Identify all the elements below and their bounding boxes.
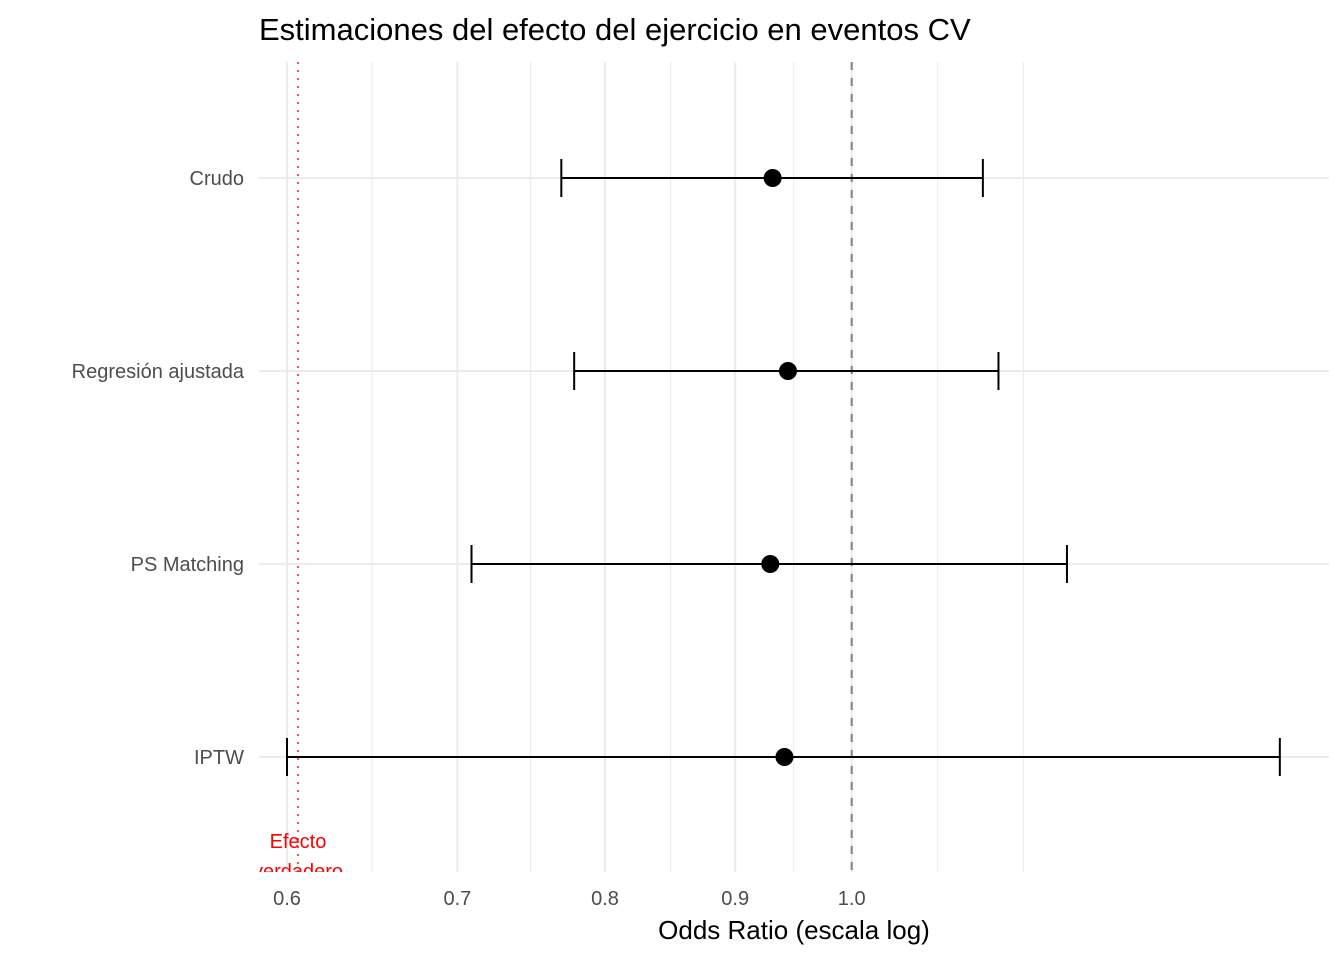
y-tick-label: Crudo [190,168,244,190]
data-marks [285,159,1281,776]
annotation-verdadero: verdadero [253,861,343,883]
estimate-row [573,352,1000,390]
plot-panel: Efecto verdadero [253,62,1329,883]
x-tick-label: 0.6 [273,888,301,910]
x-tick-label: 1.0 [838,888,866,910]
reference-lines [296,62,853,872]
y-tick-label: PS Matching [131,554,244,576]
estimate-row [285,738,1281,776]
point-estimate [763,169,782,187]
y-axis-tick-labels: Crudo Regresión ajustada PS Matching IPTW [72,168,245,769]
x-tick-label: 0.7 [443,888,471,910]
x-axis-label: Odds Ratio (escala log) [658,915,930,945]
point-estimate [761,555,780,573]
x-tick-label: 0.9 [721,888,749,910]
y-tick-label: Regresión ajustada [72,361,245,383]
point-estimate [775,748,794,766]
chart-title: Estimaciones del efecto del ejercicio en… [259,12,971,47]
x-tick-label: 0.8 [591,888,619,910]
estimate-row [470,545,1068,583]
x-axis-tick-labels: 0.6 0.7 0.8 0.9 1.0 [273,888,866,910]
annotation-efecto: Efecto [270,831,327,853]
y-tick-label: IPTW [194,747,244,769]
minor-gridlines [371,62,1024,872]
estimate-row [560,159,984,197]
point-estimate [778,362,797,380]
